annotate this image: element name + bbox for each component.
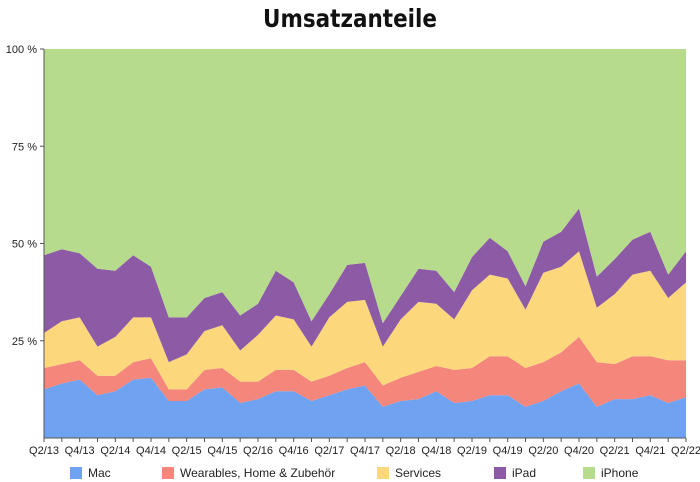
y-axis: 100 % 75 % 50 % 25 % (6, 44, 45, 438)
x-tick-label: Q2/14 (100, 445, 130, 457)
series-area-ipad (44, 208, 686, 363)
x-tick-label: Q2/19 (457, 445, 487, 457)
x-tick-label: Q4/21 (635, 445, 665, 457)
x-tick-label: Q2/15 (172, 445, 202, 457)
legend-swatch-iphone (583, 467, 595, 479)
x-tick-label: Q4/16 (279, 445, 309, 457)
legend: Mac Wearables, Home & Zubehör Services iPad… (70, 466, 639, 480)
legend-label-mac: Mac (88, 466, 111, 480)
legend-swatch-mac (70, 467, 82, 479)
y-tick-label: 25 % (12, 336, 37, 348)
legend-label-iphone: iPhone (601, 466, 639, 480)
legend-label-services: Services (395, 466, 441, 480)
x-tick-label: Q4/18 (421, 445, 451, 457)
x-tick-label: Q4/19 (493, 445, 523, 457)
series-area-iphone (44, 49, 686, 324)
x-tick-label: Q4/20 (564, 445, 594, 457)
x-tick-label: Q2/13 (29, 445, 59, 457)
x-tick-label: Q4/14 (136, 445, 166, 457)
legend-label-ipad: iPad (512, 466, 536, 480)
legend-label-wearables-home-zubeh-r: Wearables, Home & Zubehör (180, 466, 335, 480)
chart-title: Umsatzanteile (263, 4, 437, 33)
x-tick-label: Q2/21 (600, 445, 630, 457)
series-area-wearables-home-zubeh-r (44, 336, 686, 407)
legend-swatch-wearables-home-zubeh-r (162, 467, 174, 479)
x-tick-label: Q4/15 (207, 445, 237, 457)
x-tick-label: Q2/16 (243, 445, 273, 457)
x-tick-label: Q2/22 (671, 445, 700, 457)
x-axis: Q2/13 Q4/13 Q2/14 Q4/14 Q2/15 Q4/15 Q2/16 Q4/16… (29, 437, 700, 457)
plot-areas (44, 49, 686, 438)
y-tick-label: 100 % (6, 44, 37, 56)
x-tick-label: Q4/17 (350, 445, 380, 457)
series-area-services (44, 251, 686, 390)
series-area-mac (44, 377, 686, 438)
x-tick-label: Q4/13 (65, 445, 95, 457)
x-tick-label: Q2/18 (386, 445, 416, 457)
y-tick-label: 75 % (12, 141, 37, 153)
x-tick-label: Q2/20 (528, 445, 558, 457)
legend-swatch-ipad (494, 467, 506, 479)
legend-swatch-services (377, 467, 389, 479)
y-tick-label: 50 % (12, 239, 37, 251)
x-tick-label: Q2/17 (314, 445, 344, 457)
